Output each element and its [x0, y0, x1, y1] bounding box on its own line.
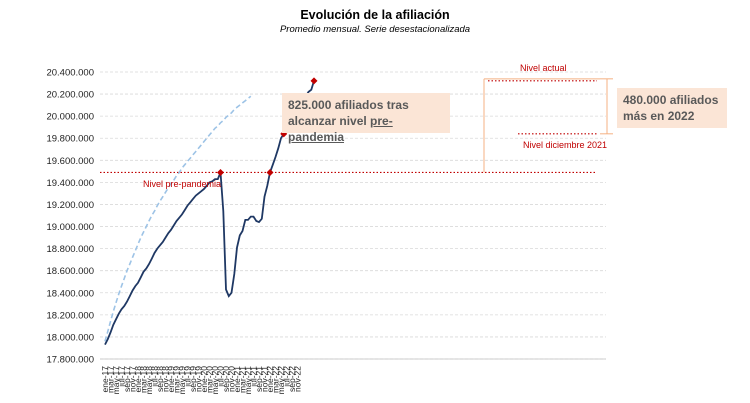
x-tick-label: mar-20	[205, 366, 215, 393]
x-tick-label: sep-17	[122, 366, 132, 392]
y-tick-label: 19.600.000	[46, 156, 94, 167]
x-tick-label: jul-17	[117, 366, 127, 388]
annotation-box-825k-line2-underlined: pre-pandemia	[288, 114, 393, 144]
pre-pandemia-marker	[217, 168, 224, 176]
y-tick-label: 18.000.000	[46, 332, 94, 343]
x-tick-label: sep-18	[155, 366, 165, 392]
y-tick-label: 18.200.000	[46, 310, 94, 321]
x-tick-label: ene-22	[265, 366, 275, 393]
y-tick-label: 18.600.000	[46, 266, 94, 277]
y-tick-label: 19.800.000	[46, 134, 94, 145]
x-tick-label: ene-19	[166, 366, 176, 393]
y-tick-label: 18.800.000	[46, 244, 94, 255]
x-tick-label: sep-21	[254, 366, 264, 392]
x-tick-label: jul-18	[150, 366, 160, 388]
annotation-box-480k: 480.000 afiliados más en 2022	[617, 88, 727, 128]
x-tick-label: may-17	[111, 366, 121, 395]
x-tick-label: mar-17	[106, 366, 116, 393]
x-tick-label: mar-21	[238, 366, 248, 393]
annotation-box-480k-line2: más en 2022	[623, 109, 695, 123]
x-tick-label: sep-19	[188, 366, 198, 392]
x-tick-label: nov-21	[260, 366, 270, 392]
annotation-box-825k-line1: 825.000 afiliados tras	[288, 98, 409, 112]
x-tick-label: mar-19	[172, 366, 182, 393]
x-tick-label: may-21	[243, 366, 253, 395]
y-tick-label: 17.800.000	[46, 355, 94, 366]
nivel-actual-marker	[310, 77, 318, 85]
x-tick-label: nov-22	[293, 366, 303, 392]
y-tick-label: 20.400.000	[46, 68, 94, 79]
y-tick-label: 19.000.000	[46, 222, 94, 233]
y-tick-label: 19.400.000	[46, 178, 94, 189]
y-tick-label: 18.400.000	[46, 288, 94, 299]
x-tick-label: nov-19	[194, 366, 204, 392]
x-tick-label: mar-22	[271, 366, 281, 393]
x-tick-label: ene-17	[100, 366, 110, 393]
x-tick-label: jul-20	[216, 366, 226, 388]
x-tick-label: ene-20	[199, 366, 209, 393]
x-tick-label: mar-18	[139, 366, 149, 393]
annotation-box-825k-line2-text: alcanzar nivel	[288, 114, 371, 128]
x-tick-label: may-22	[276, 366, 286, 395]
trend-line	[104, 95, 252, 342]
x-tick-label: may-18	[144, 366, 154, 395]
x-tick-label: sep-22	[287, 366, 297, 392]
y-tick-label: 20.000.000	[46, 112, 94, 123]
annotation-box-825k-line2: alcanzar nivel pre-pandemia	[288, 113, 444, 145]
nivel-diciembre-2021-label: Nivel diciembre 2021	[523, 140, 607, 150]
y-tick-label: 20.200.000	[46, 90, 94, 101]
x-tick-label: ene-21	[232, 366, 242, 393]
x-tick-label: may-20	[210, 366, 220, 395]
x-tick-label: nov-20	[227, 366, 237, 392]
x-tick-label: jul-22	[282, 366, 292, 388]
x-tick-label: jul-19	[183, 366, 193, 388]
x-tick-label: may-19	[177, 366, 187, 395]
chart-subtitle: Promedio mensual. Serie desestacionaliza…	[279, 24, 471, 35]
x-tick-label: jul-21	[249, 366, 259, 388]
recovery-marker	[266, 168, 274, 176]
x-tick-label: nov-18	[161, 366, 171, 392]
x-tick-label: sep-20	[221, 366, 231, 392]
y-tick-label: 19.200.000	[46, 200, 94, 211]
affiliation-series-line	[104, 80, 315, 346]
nivel-actual-label: Nivel actual	[520, 63, 567, 73]
nivel-pre-pandemia-label: Nivel pre-pandemia	[143, 179, 221, 189]
x-tick-label: nov-17	[128, 366, 138, 392]
x-tick-label: ene-18	[133, 366, 143, 393]
annotation-box-480k-line1: 480.000 afiliados	[623, 93, 719, 107]
chart-title: Evolución de la afiliación	[300, 8, 450, 22]
annotation-box-825k: 825.000 afiliados tras alcanzar nivel pr…	[282, 93, 450, 144]
